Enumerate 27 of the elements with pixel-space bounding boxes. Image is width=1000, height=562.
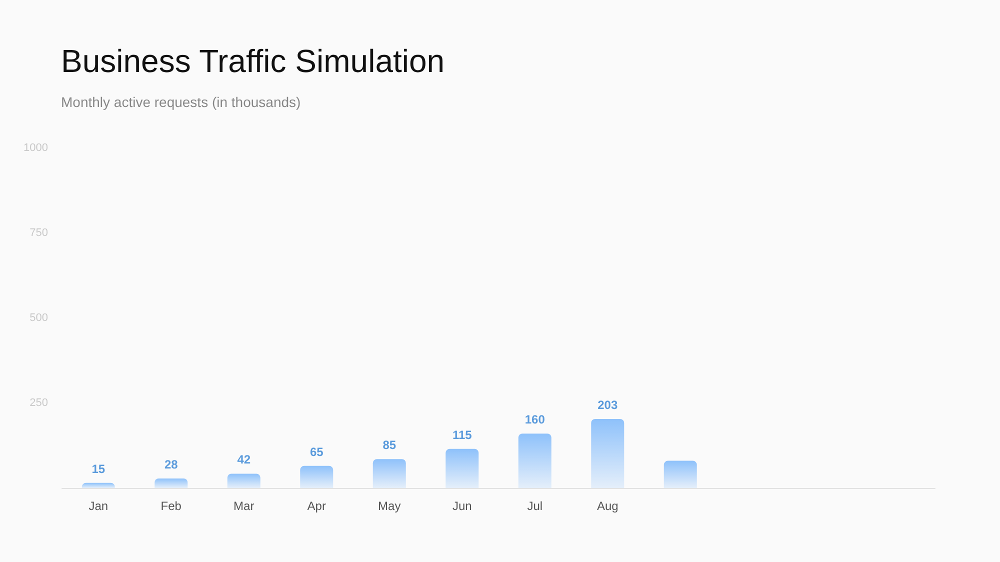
data-label: 203 <box>598 398 618 412</box>
data-label: 42 <box>237 452 251 467</box>
bar <box>664 460 697 488</box>
bar <box>372 459 406 488</box>
bar <box>591 418 624 488</box>
chart-subtitle: Monthly active requests (in thousands) <box>61 94 301 110</box>
data-label: 65 <box>310 444 324 459</box>
x-tick-label: Jan <box>88 499 108 513</box>
chart-title: Business Traffic Simulation <box>61 43 445 79</box>
x-tick-label: Jul <box>527 499 543 513</box>
bar <box>82 482 115 488</box>
data-label: 15 <box>92 462 106 476</box>
bar <box>518 434 552 488</box>
data-label: 28 <box>164 457 178 472</box>
x-tick-label: Mar <box>234 499 254 513</box>
x-tick-label: Apr <box>307 499 326 513</box>
bar <box>300 466 334 488</box>
x-tick-label: May <box>378 499 401 513</box>
x-tick-label: Feb <box>160 499 182 513</box>
data-label: 115 <box>452 428 472 442</box>
x-tick-label: Aug <box>596 499 618 513</box>
bar <box>154 478 188 488</box>
data-label: 85 <box>382 438 396 452</box>
x-tick-label: Jun <box>452 499 472 513</box>
bar <box>446 448 479 488</box>
bar <box>227 474 260 488</box>
data-label: 160 <box>524 412 546 427</box>
